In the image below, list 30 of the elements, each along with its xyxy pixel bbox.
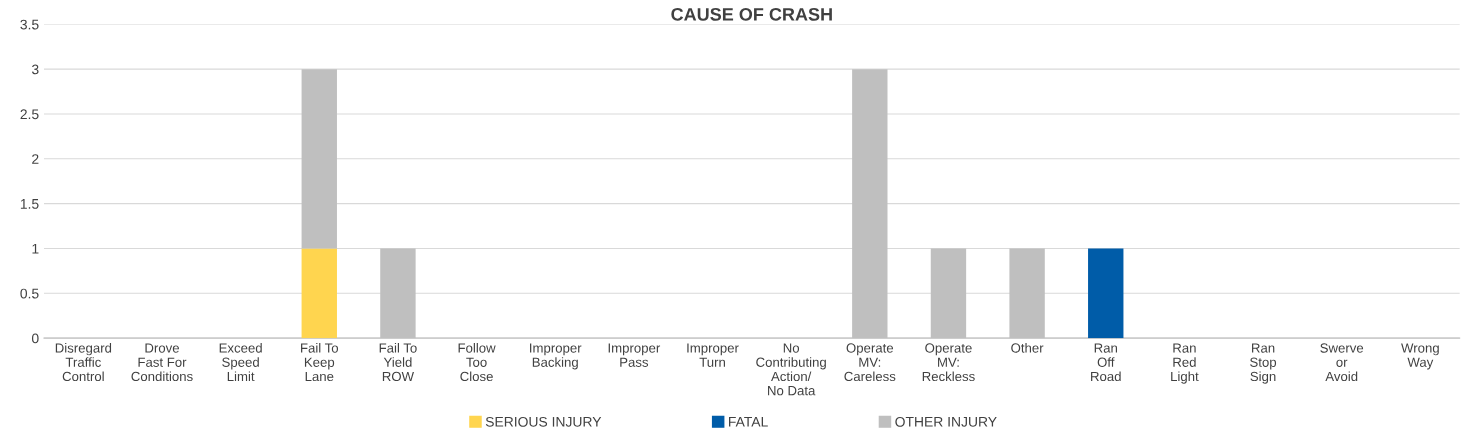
x-tick-label: Fail To Keep Lane bbox=[301, 342, 339, 382]
y-tick-label: 3 bbox=[31, 64, 39, 75]
x-tick-label: Fail To Yield ROW bbox=[379, 342, 417, 382]
y-tick-label: 0 bbox=[31, 333, 39, 344]
x-tick-label: Swerve or Avoid bbox=[1320, 343, 1364, 382]
x-tick-label: Operate MV: Reckless bbox=[922, 343, 975, 382]
x-tick-label: Wrong Way bbox=[1401, 343, 1439, 370]
legend-label: SERIOUS INJURY bbox=[485, 416, 602, 427]
x-tick-label: Improper Pass bbox=[608, 343, 661, 367]
y-tick-label: 2.5 bbox=[20, 109, 39, 120]
y-tick-label: 3.5 bbox=[20, 19, 39, 30]
chart-title: CAUSE OF CRASH bbox=[671, 7, 832, 21]
x-tick-label: Other bbox=[1011, 342, 1044, 353]
legend-label: OTHER INJURY bbox=[895, 416, 997, 427]
y-tick-label: 1 bbox=[32, 243, 39, 254]
y-tick-label: 0.5 bbox=[20, 288, 39, 299]
x-tick-label: Exceed Speed Limit bbox=[219, 342, 262, 382]
y-tick-label: 2 bbox=[32, 154, 39, 164]
y-tick-label: 1.5 bbox=[20, 199, 39, 209]
x-tick-label: Operate MV: Careless bbox=[844, 343, 896, 382]
x-tick-label: Improper Turn bbox=[687, 343, 739, 367]
x-tick-label: Ran Stop Sign bbox=[1250, 343, 1277, 384]
x-tick-label: Ran Red Light bbox=[1171, 343, 1199, 384]
legend-label: FATAL bbox=[729, 417, 768, 427]
x-tick-label: Drove Fast For Conditions bbox=[131, 343, 193, 382]
x-tick-label: No Contributing Action/ No Data bbox=[756, 343, 826, 396]
x-tick-label: Follow Too Close bbox=[458, 342, 496, 382]
x-tick-label: Improper Backing bbox=[530, 343, 582, 370]
x-tick-label: Ran Off Road bbox=[1091, 343, 1121, 382]
x-tick-label: Disregard Traffic Control bbox=[55, 342, 112, 382]
